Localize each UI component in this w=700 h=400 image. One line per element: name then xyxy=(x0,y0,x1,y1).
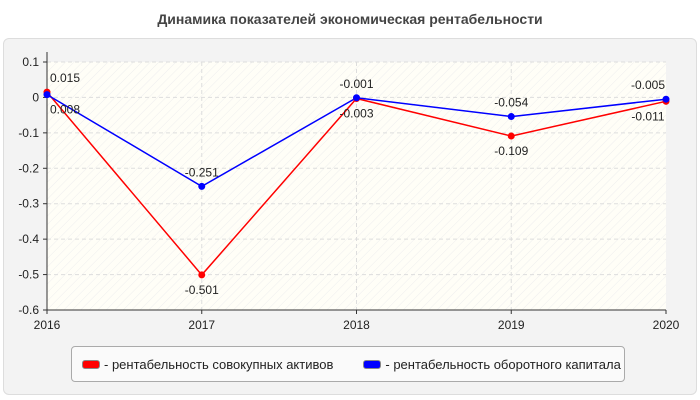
y-tick-label: 0.1 xyxy=(22,55,39,69)
data-label: -0.251 xyxy=(185,165,219,179)
data-point xyxy=(507,132,515,140)
legend-swatch-blue xyxy=(363,359,382,369)
data-label: 0.008 xyxy=(50,103,80,117)
y-tick-label: -0.1 xyxy=(18,126,39,140)
data-point xyxy=(43,91,51,99)
data-label: -0.109 xyxy=(494,144,528,158)
data-point xyxy=(198,182,206,190)
y-tick-label: -0.2 xyxy=(18,161,39,175)
x-tick-label: 2020 xyxy=(653,318,680,332)
data-label: -0.054 xyxy=(494,96,528,110)
data-point xyxy=(662,95,670,103)
x-tick-label: 2017 xyxy=(188,318,215,332)
data-label: -0.501 xyxy=(185,283,219,297)
legend-swatch-red xyxy=(82,359,100,369)
x-tick-label: 2018 xyxy=(343,318,370,332)
legend: - рентабельность совокупных активов - ре… xyxy=(71,346,625,382)
x-tick-label: 2016 xyxy=(34,318,61,332)
x-tick-label: 2019 xyxy=(498,318,525,332)
y-tick-label: -0.4 xyxy=(18,232,39,246)
data-label: 0.015 xyxy=(50,71,80,85)
legend-item-assets: - рентабельность совокупных активов xyxy=(82,357,333,372)
data-point xyxy=(198,271,206,279)
data-point xyxy=(507,113,515,121)
y-tick-label: -0.3 xyxy=(18,197,39,211)
legend-item-working-capital: - рентабельность оборотного капитала xyxy=(363,356,621,372)
y-tick-label: 0 xyxy=(32,90,39,104)
data-label: -0.001 xyxy=(339,77,373,91)
data-label: -0.011 xyxy=(631,109,664,123)
data-label: -0.003 xyxy=(339,106,373,120)
data-point xyxy=(353,94,360,102)
legend-label: - рентабельность оборотного капитала xyxy=(385,356,621,372)
data-label: -0.005 xyxy=(631,78,665,92)
chart-title: Динамика показателей экономическая рента… xyxy=(157,11,543,27)
y-tick-label: -0.6 xyxy=(18,303,39,317)
y-tick-label: -0.5 xyxy=(18,268,39,282)
legend-label: - рентабельность совокупных активов xyxy=(104,356,334,372)
